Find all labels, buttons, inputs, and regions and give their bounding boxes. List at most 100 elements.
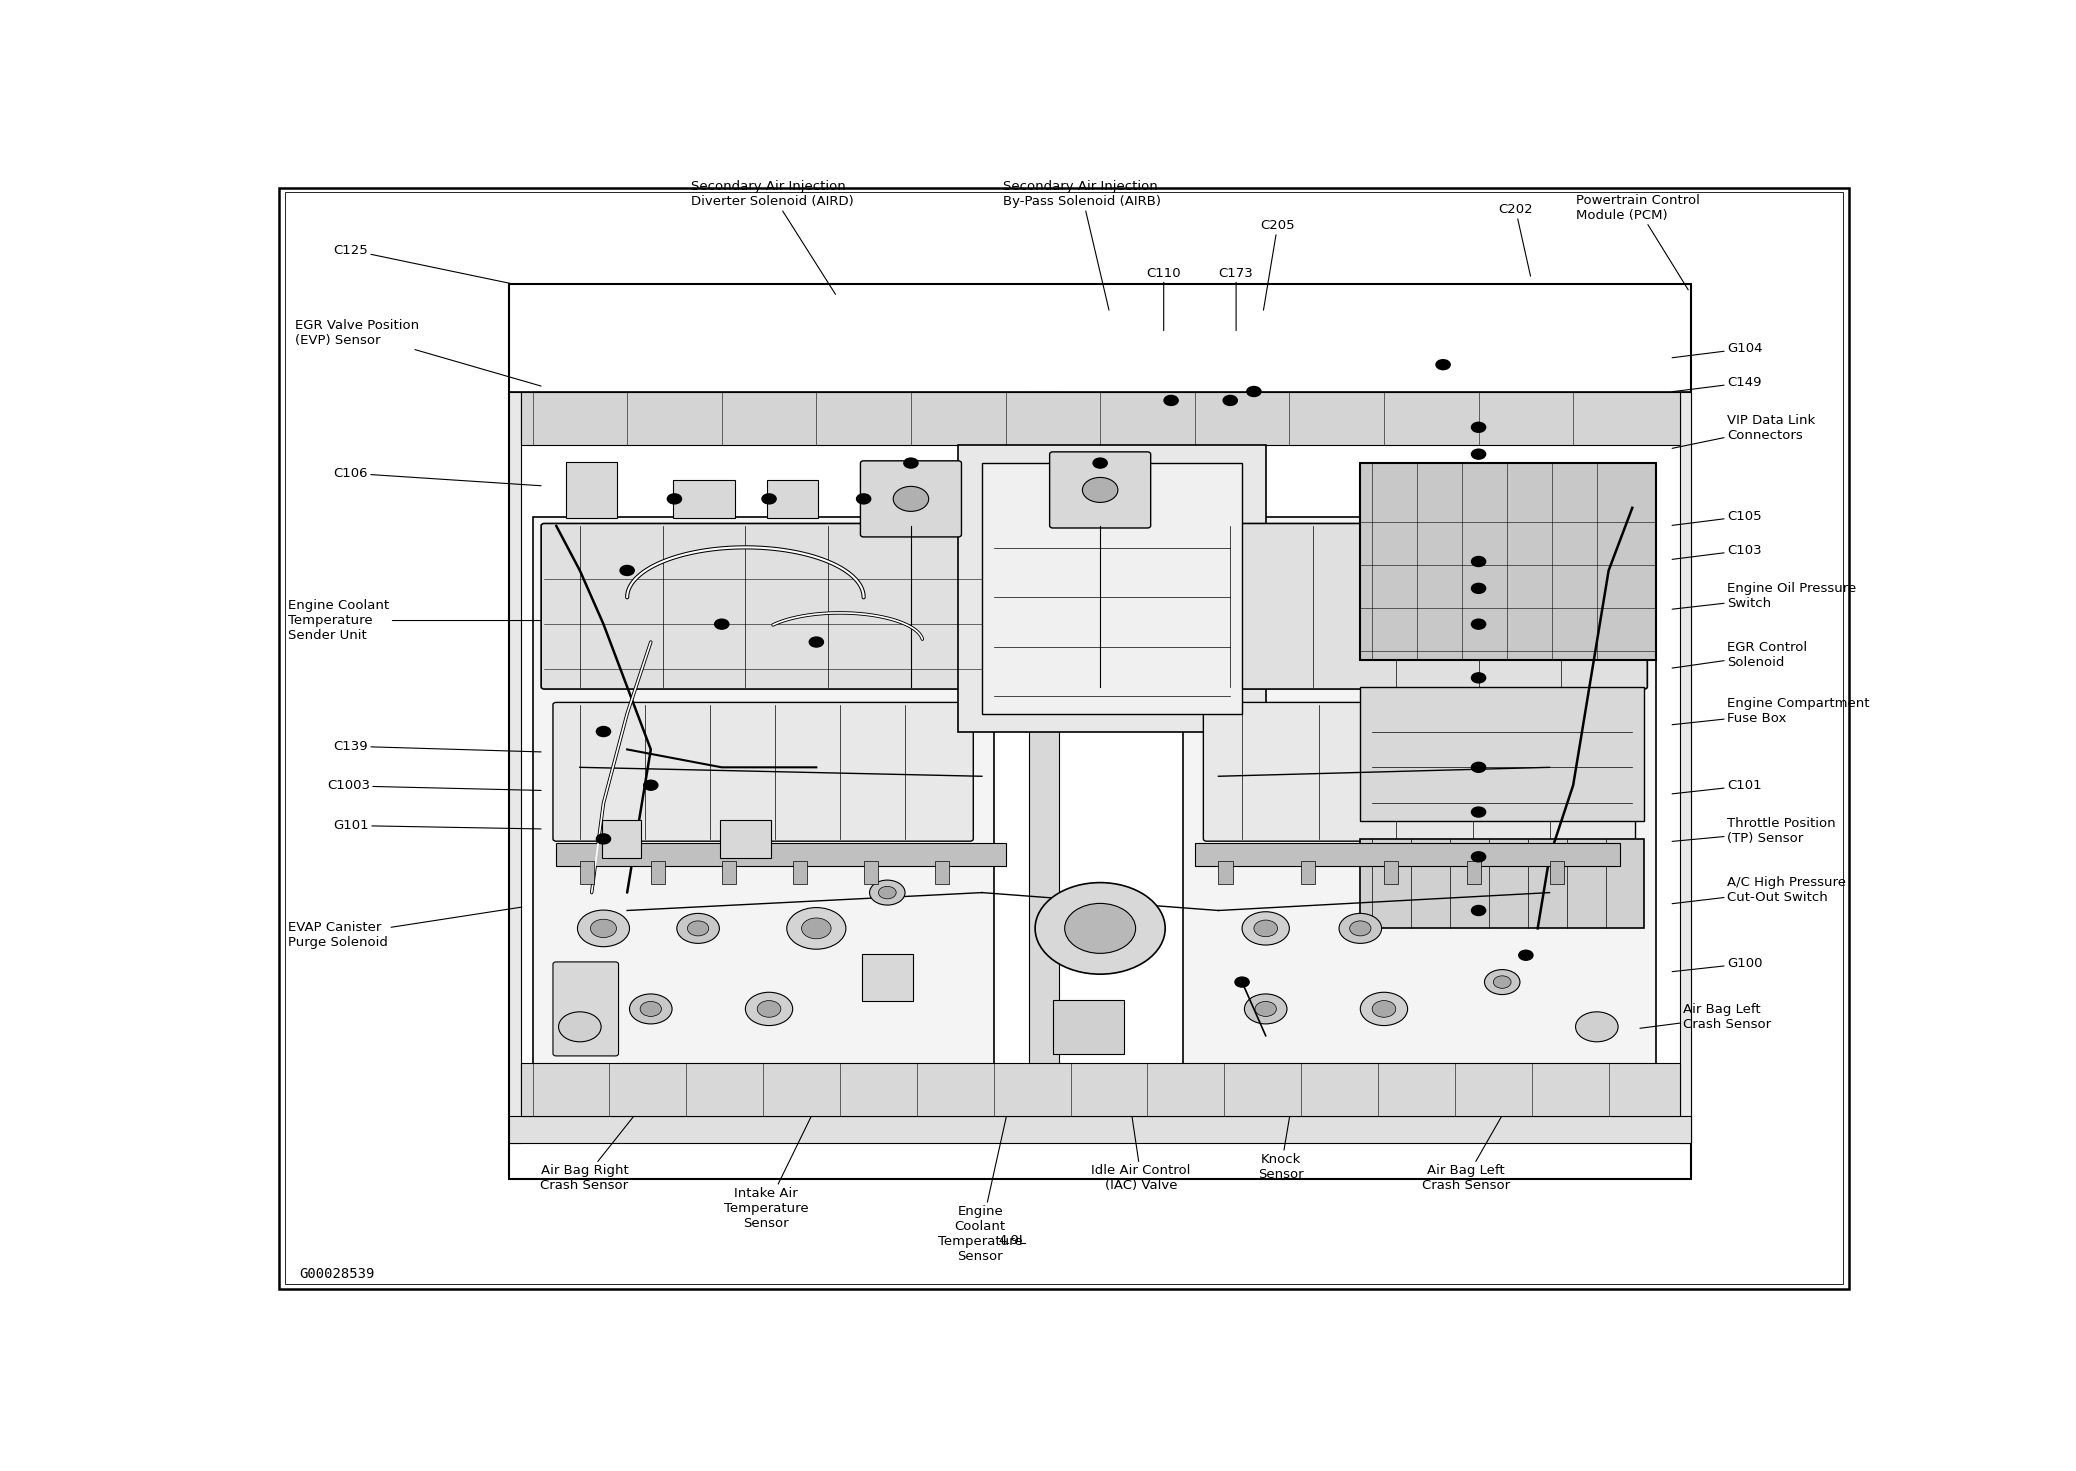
Bar [1053, 1000, 1123, 1053]
FancyBboxPatch shape [567, 462, 617, 518]
Circle shape [758, 1000, 781, 1018]
Text: Secondary Air Injection
Diverter Solenoid (AIRD): Secondary Air Injection Diverter Solenoi… [691, 181, 853, 294]
Bar [509, 1116, 1692, 1143]
Circle shape [1036, 883, 1165, 974]
Bar [1468, 862, 1480, 884]
Bar [521, 391, 1679, 446]
Circle shape [577, 911, 629, 947]
Circle shape [596, 727, 610, 737]
Circle shape [810, 637, 824, 647]
Text: C1003: C1003 [328, 780, 542, 793]
Circle shape [629, 994, 673, 1024]
Circle shape [870, 880, 905, 905]
Circle shape [857, 494, 870, 505]
Bar [650, 862, 664, 884]
Circle shape [621, 565, 635, 575]
Text: G00028539: G00028539 [299, 1267, 376, 1281]
Circle shape [1235, 977, 1250, 987]
Text: G100: G100 [1671, 958, 1763, 972]
Text: Air Bag Left
Crash Sensor: Air Bag Left Crash Sensor [1640, 1003, 1771, 1031]
Text: Powertrain Control
Module (PCM): Powertrain Control Module (PCM) [1576, 194, 1700, 290]
Text: Idle Air Control
(IAC) Valve: Idle Air Control (IAC) Valve [1092, 1091, 1192, 1192]
Bar [1360, 687, 1644, 821]
Bar [1219, 862, 1233, 884]
Circle shape [1437, 360, 1451, 369]
Text: Secondary Air Injection
By-Pass Solenoid (AIRB): Secondary Air Injection By-Pass Solenoid… [1003, 181, 1160, 310]
Text: G101: G101 [334, 819, 542, 833]
Circle shape [590, 919, 617, 937]
Circle shape [639, 1002, 662, 1016]
Circle shape [1484, 969, 1520, 994]
Bar [934, 862, 949, 884]
Circle shape [903, 457, 918, 468]
Bar [722, 862, 735, 884]
FancyBboxPatch shape [552, 962, 619, 1056]
FancyBboxPatch shape [602, 819, 641, 858]
Bar [521, 1062, 1679, 1116]
FancyBboxPatch shape [862, 955, 913, 1002]
Text: C103: C103 [1671, 544, 1760, 559]
Text: Knock
Sensor: Knock Sensor [1258, 1071, 1304, 1181]
Text: Engine
Coolant
Temperature
Sensor: Engine Coolant Temperature Sensor [938, 1096, 1023, 1264]
Circle shape [687, 921, 708, 936]
Circle shape [1339, 913, 1383, 943]
Bar [509, 391, 521, 1143]
Bar [959, 446, 1266, 731]
Bar [1030, 391, 1059, 1071]
Circle shape [893, 487, 928, 512]
Bar [793, 862, 808, 884]
Circle shape [1493, 975, 1511, 989]
Circle shape [1472, 556, 1486, 566]
Circle shape [1472, 808, 1486, 816]
Circle shape [558, 1012, 602, 1041]
Circle shape [762, 494, 776, 505]
Circle shape [1256, 1002, 1277, 1016]
Bar [556, 843, 1005, 866]
Circle shape [644, 780, 658, 790]
Text: C173: C173 [1219, 266, 1254, 331]
Circle shape [1520, 950, 1532, 961]
Circle shape [714, 619, 729, 630]
Bar [864, 862, 878, 884]
FancyBboxPatch shape [1050, 452, 1150, 528]
FancyBboxPatch shape [552, 703, 974, 841]
Circle shape [1254, 919, 1277, 937]
Circle shape [1472, 672, 1486, 683]
Text: A/C High Pressure
Cut-Out Switch: A/C High Pressure Cut-Out Switch [1671, 877, 1846, 905]
FancyBboxPatch shape [859, 460, 961, 537]
Text: G104: G104 [1671, 343, 1763, 357]
Circle shape [787, 908, 845, 949]
FancyBboxPatch shape [768, 480, 818, 518]
Circle shape [1082, 478, 1117, 503]
Circle shape [1349, 921, 1370, 936]
Circle shape [666, 494, 681, 505]
Bar [534, 516, 994, 1071]
FancyBboxPatch shape [673, 480, 735, 518]
Text: Intake Air
Temperature
Sensor: Intake Air Temperature Sensor [725, 1100, 820, 1230]
Circle shape [1223, 396, 1237, 406]
Bar [1549, 862, 1563, 884]
FancyBboxPatch shape [720, 819, 770, 858]
Text: Throttle Position
(TP) Sensor: Throttle Position (TP) Sensor [1671, 818, 1835, 846]
Bar [1196, 843, 1621, 866]
Circle shape [596, 834, 610, 844]
Text: Engine Oil Pressure
Switch: Engine Oil Pressure Switch [1671, 581, 1856, 609]
Circle shape [1472, 852, 1486, 862]
Bar [579, 862, 594, 884]
Text: C110: C110 [1146, 266, 1181, 331]
Circle shape [1472, 584, 1486, 593]
Text: Engine Coolant
Temperature
Sender Unit: Engine Coolant Temperature Sender Unit [289, 599, 575, 641]
Bar [1679, 391, 1692, 1143]
Circle shape [801, 918, 830, 938]
Bar [1360, 463, 1657, 660]
Circle shape [1576, 1012, 1617, 1041]
Circle shape [1165, 396, 1179, 406]
Text: C139: C139 [334, 740, 542, 753]
Text: EVAP Canister
Purge Solenoid: EVAP Canister Purge Solenoid [289, 908, 521, 949]
Text: Air Bag Right
Crash Sensor: Air Bag Right Crash Sensor [540, 1105, 641, 1192]
Text: Air Bag Left
Crash Sensor: Air Bag Left Crash Sensor [1422, 1089, 1518, 1192]
Circle shape [1360, 993, 1408, 1025]
Text: C149: C149 [1671, 377, 1760, 391]
FancyBboxPatch shape [1204, 703, 1636, 841]
Text: C125: C125 [334, 244, 513, 284]
